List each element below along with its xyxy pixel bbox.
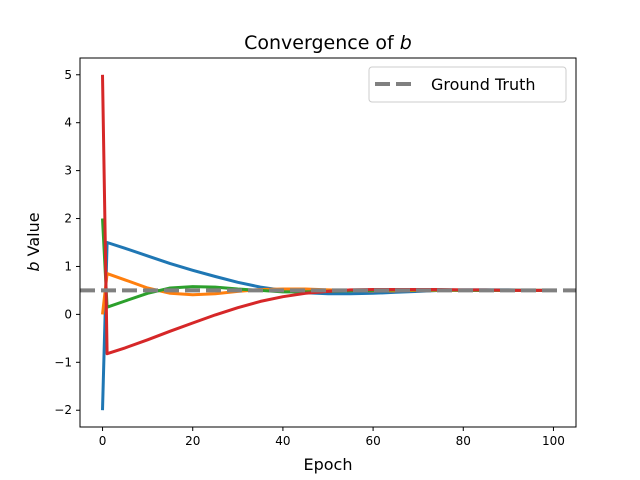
y-axis-label: b Value [24, 212, 43, 271]
x-tick-label: 60 [365, 434, 380, 448]
x-tick-label: 40 [275, 434, 290, 448]
y-tick-label: −2 [54, 403, 72, 417]
x-tick-label: 20 [185, 434, 200, 448]
plot-area [80, 58, 576, 427]
y-tick-label: 0 [64, 307, 72, 321]
y-axis-ticks: −2 −1 0 1 2 3 4 5 [54, 68, 80, 417]
x-tick-label: 80 [456, 434, 471, 448]
axes-frame [79, 57, 577, 428]
x-axis-label: Epoch [304, 455, 353, 474]
chart-title-variable: b [400, 32, 412, 54]
chart-title: Convergence of b [244, 32, 412, 54]
x-tick-label: 0 [99, 434, 107, 448]
y-tick-label: 3 [64, 164, 72, 178]
legend: Ground Truth [368, 66, 567, 103]
legend-box [368, 66, 567, 103]
y-tick-label: −1 [54, 355, 72, 369]
y-axis-label-variable: b [24, 261, 43, 271]
y-tick-label: 1 [64, 259, 72, 273]
legend-label-ground-truth: Ground Truth [431, 75, 536, 94]
x-axis-ticks: 0 20 40 60 80 100 [99, 427, 565, 448]
x-tick-label: 100 [542, 434, 565, 448]
y-tick-label: 5 [64, 68, 72, 82]
y-tick-label: 2 [64, 212, 72, 226]
axes-background [80, 58, 576, 427]
y-tick-label: 4 [64, 116, 72, 130]
